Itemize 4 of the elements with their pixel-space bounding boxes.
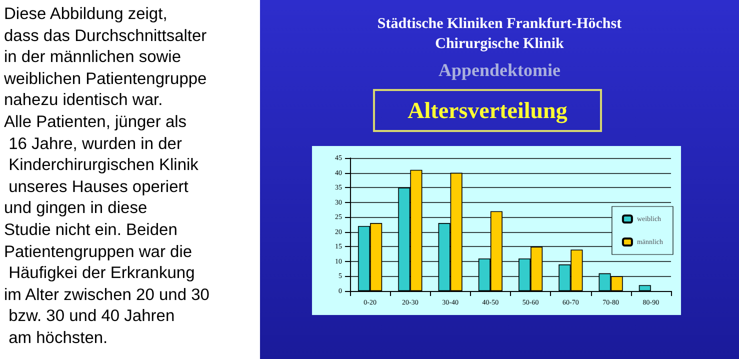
- chart-subtitle: Städtische Kliniken Frankfurt-Höchst Chirurgische Klinik: [376, 15, 623, 54]
- text: Diese Abbildung zeigt, dass das Durchschnittsalter in der männlichen sowie weiblichen Patientengruppe nahezu identisch war. Alle Patienten, jünger als 16 Jahre, wurden in der Kinderchirurgischen Klinik unseres Hauses operiert und gingen in diese Studie nicht ein. Beiden Patientengruppen war die Häufigkei der Erkrankung im Alter zwischen 20 und 30 bzw. 30 und 40 Jahren am höchsten.: [4, 5, 210, 347]
- text: Appendektomie: [437, 60, 562, 81]
- chart-title: Altersverteilung: [373, 89, 602, 132]
